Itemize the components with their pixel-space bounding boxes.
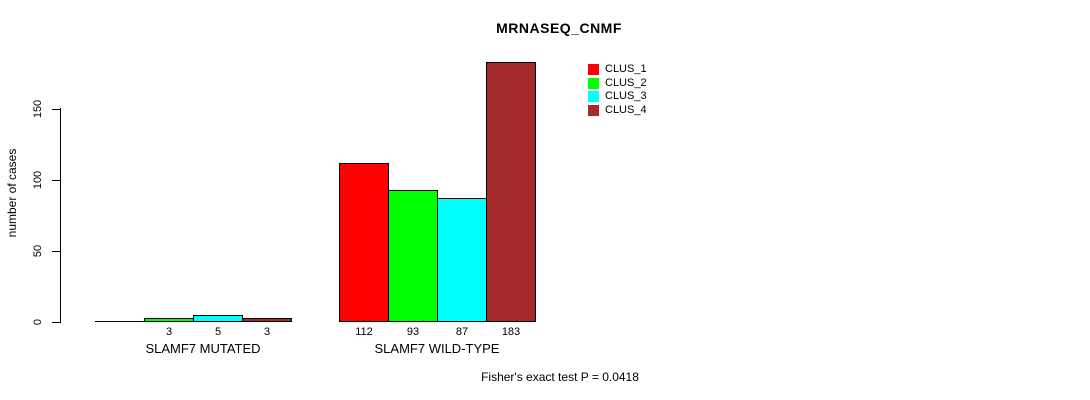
bar-value-label: 3 (263, 326, 271, 338)
legend-item-clus_2: CLUS_2 (588, 77, 647, 89)
y-axis-tick (52, 109, 60, 110)
bar-clus_2-mutated (144, 318, 194, 322)
bar-clus_3-wild-type (437, 198, 487, 322)
x-category-label: SLAMF7 MUTATED (145, 341, 261, 356)
bar-clus_1-wild-type (339, 163, 389, 322)
chart-title: MRNASEQ_CNMF (496, 20, 622, 36)
bar-value-label: 3 (165, 326, 173, 338)
legend-swatch-clus_1 (588, 63, 599, 75)
y-axis-tick (52, 251, 60, 252)
legend-item-clus_1: CLUS_1 (588, 63, 647, 75)
legend-swatch-clus_4 (588, 104, 599, 116)
bar-value-label: 183 (501, 326, 521, 338)
legend-item-clus_4: CLUS_4 (588, 104, 647, 116)
bar-clus_4-wild-type (486, 62, 536, 322)
footer-note: Fisher's exact test P = 0.0418 (481, 370, 639, 384)
bar-value-label: 93 (406, 326, 420, 338)
legend-swatch-clus_2 (588, 77, 599, 89)
legend-label: CLUS_2 (605, 76, 647, 89)
y-axis-tick-label: 100 (32, 170, 44, 190)
bar-clus_1-zero (95, 321, 145, 322)
y-axis-label: number of cases (5, 148, 19, 238)
bar-clus_4-mutated (242, 318, 292, 322)
bar-clus_3-mutated (193, 315, 243, 322)
legend-label: CLUS_4 (605, 103, 647, 116)
legend-label: CLUS_3 (605, 89, 647, 102)
y-axis-tick (52, 180, 60, 181)
bar-value-label: 112 (355, 326, 373, 338)
bar-value-label: 87 (455, 326, 469, 338)
legend-label: CLUS_1 (605, 62, 647, 75)
bar-clus_2-wild-type (388, 190, 438, 322)
y-axis-tick (52, 322, 60, 323)
y-axis-tick-label: 0 (32, 318, 44, 326)
x-category-label: SLAMF7 WILD-TYPE (374, 341, 500, 356)
bar-value-label: 5 (214, 326, 222, 338)
y-axis-line (60, 108, 61, 323)
legend-swatch-clus_3 (588, 90, 599, 102)
y-axis-tick-label: 50 (32, 244, 44, 258)
y-axis-tick-label: 150 (32, 99, 44, 119)
legend-item-clus_3: CLUS_3 (588, 90, 647, 102)
